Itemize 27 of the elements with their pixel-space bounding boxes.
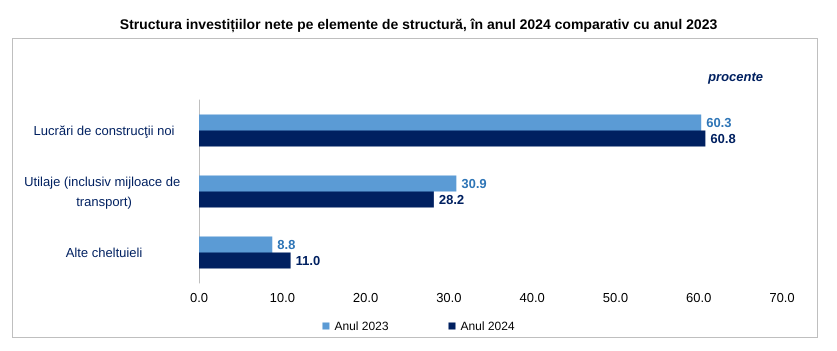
data-label: 60.3	[706, 115, 732, 130]
data-label: 30.9	[461, 176, 487, 191]
bar	[199, 252, 291, 268]
x-tick-label: 20.0	[352, 290, 378, 305]
bar	[199, 176, 456, 192]
x-tick-label: 10.0	[270, 290, 295, 305]
x-tick-label: 30.0	[436, 290, 462, 305]
y-tick-label: Alte cheltuieli	[66, 245, 142, 260]
bar	[199, 114, 702, 130]
text: procente	[707, 69, 764, 84]
x-tick-label: 0.0	[190, 290, 208, 305]
x-tick-label: 60.0	[686, 290, 712, 305]
legend-label: Anul 2023	[334, 319, 389, 333]
bar	[199, 236, 272, 252]
legend-label: Anul 2024	[460, 319, 515, 333]
y-tick-label: Lucrări de construcţii noi	[34, 123, 175, 138]
data-label: 60.8	[710, 131, 736, 146]
data-label: 28.2	[438, 192, 464, 207]
bar	[199, 192, 434, 208]
x-tick-label: 50.0	[602, 290, 628, 305]
chart-title: Structura investițiilor nete pe elemente de structură, în anul 2024 comparativ cu anul 2023	[120, 16, 718, 33]
x-tick-label: 70.0	[769, 290, 795, 305]
data-label: 8.8	[277, 237, 296, 252]
x-tick-label: 40.0	[519, 290, 545, 305]
y-tick-label: Utilaje (inclusiv mijloace de transport)	[24, 174, 184, 209]
bar	[199, 130, 706, 146]
data-label: 11.0	[296, 253, 320, 268]
